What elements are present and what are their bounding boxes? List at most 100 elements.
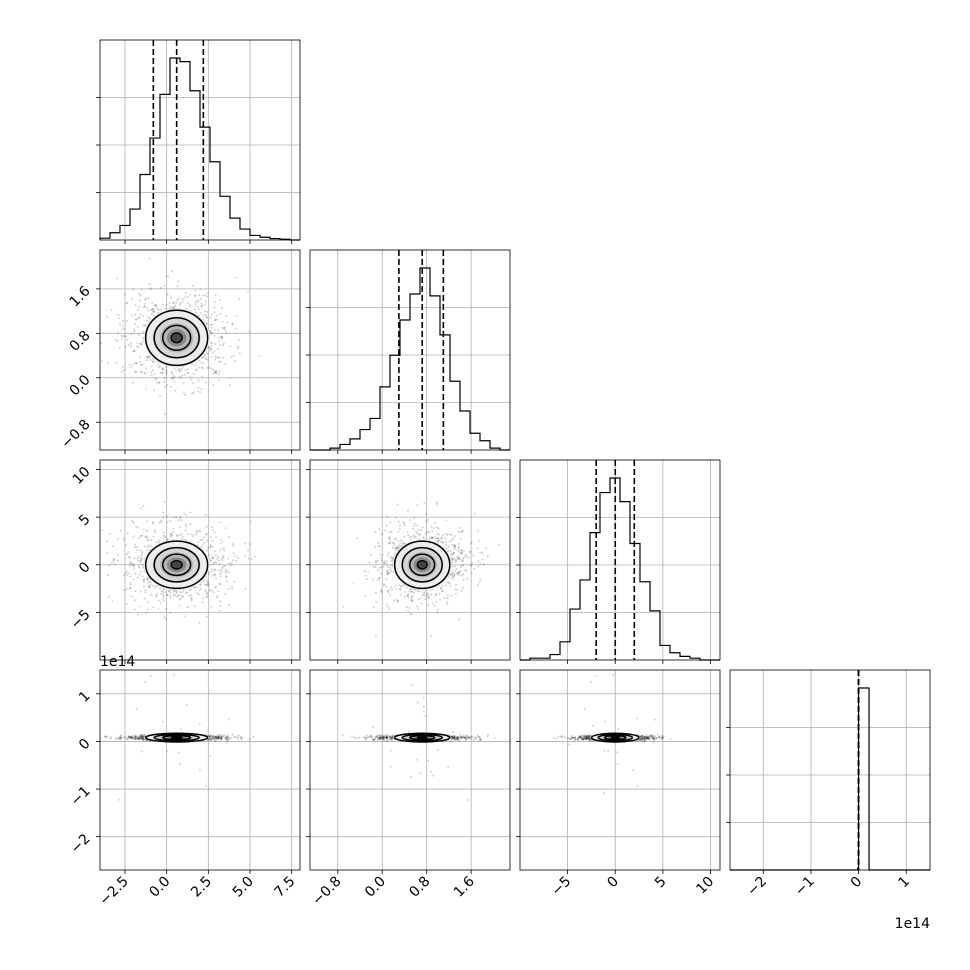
sample-point <box>467 735 470 738</box>
sample-point <box>468 550 471 553</box>
sample-point <box>194 303 197 306</box>
sample-point <box>460 552 463 555</box>
sample-point <box>436 526 439 529</box>
sample-point <box>184 307 187 310</box>
sample-point <box>112 560 115 563</box>
sample-point <box>179 302 182 305</box>
sample-point <box>498 543 501 546</box>
sample-point <box>133 608 136 611</box>
sample-point <box>381 559 384 562</box>
sample-point <box>214 356 217 359</box>
sample-point <box>437 527 440 530</box>
sample-point <box>584 737 587 740</box>
sample-point <box>586 735 589 738</box>
sample-point <box>119 529 122 532</box>
sample-point <box>244 542 247 545</box>
sample-point <box>132 737 135 740</box>
sample-point <box>410 597 413 600</box>
sample-point <box>204 357 207 360</box>
sample-point <box>218 736 221 739</box>
sample-point <box>438 539 441 542</box>
sample-point <box>583 734 586 737</box>
sample-point <box>144 324 147 327</box>
sample-point <box>462 586 465 589</box>
sample-point <box>205 583 208 586</box>
sample-point <box>425 513 428 516</box>
sample-point <box>461 564 464 567</box>
sample-point <box>205 300 208 303</box>
sample-point <box>198 366 201 369</box>
sample-point <box>460 552 463 555</box>
sample-point <box>462 734 465 737</box>
x-tick-label: 0.8 <box>406 874 433 901</box>
sample-point <box>123 736 126 739</box>
sample-point <box>197 593 200 596</box>
sample-point <box>194 605 197 608</box>
sample-point <box>143 306 146 309</box>
sample-point <box>485 547 488 550</box>
sample-point <box>413 522 416 525</box>
sample-point <box>132 350 135 353</box>
sample-point <box>586 737 589 740</box>
y-tick-label: 1 <box>76 688 94 706</box>
sample-point <box>130 345 133 348</box>
sample-point <box>173 306 176 309</box>
contour-line <box>144 540 209 590</box>
sample-point <box>165 594 168 597</box>
sample-point <box>109 736 112 739</box>
sample-point <box>134 322 137 325</box>
sample-point <box>580 738 583 741</box>
sample-point <box>479 737 482 740</box>
sample-point <box>423 537 426 540</box>
sample-point <box>444 537 447 540</box>
sample-point <box>137 334 140 337</box>
sample-point <box>456 738 459 741</box>
sample-point <box>213 334 216 337</box>
sample-point <box>386 591 389 594</box>
sample-point <box>460 735 463 738</box>
sample-point <box>179 368 182 371</box>
sample-point <box>150 371 153 374</box>
sample-point <box>140 736 143 739</box>
sample-point <box>413 533 416 536</box>
sample-point <box>396 547 399 550</box>
sample-point <box>396 600 399 603</box>
sample-point <box>212 383 215 386</box>
sample-point <box>379 566 382 569</box>
sample-point <box>247 290 250 293</box>
sample-point <box>186 533 189 536</box>
sample-point <box>231 585 234 588</box>
sample-point <box>126 570 129 573</box>
sample-point <box>464 737 467 740</box>
sample-point <box>134 304 137 307</box>
sample-point <box>185 291 188 294</box>
sample-point <box>432 527 435 530</box>
sample-point <box>380 572 383 575</box>
sample-point <box>460 549 463 552</box>
density-panel-r4-c3: −5 0 5 10 <box>516 669 721 899</box>
sample-point <box>457 737 460 740</box>
sample-point <box>165 303 168 306</box>
sample-point <box>487 734 490 737</box>
sample-point <box>127 736 130 739</box>
sample-point <box>389 737 392 740</box>
sample-point <box>399 524 402 527</box>
sample-point <box>134 370 137 373</box>
sample-point <box>155 378 158 381</box>
sample-point <box>141 551 144 554</box>
sample-point <box>220 737 223 740</box>
sample-point <box>195 531 198 534</box>
sample-point <box>233 735 236 738</box>
sample-point <box>205 549 208 552</box>
sample-point <box>220 735 223 738</box>
sample-point <box>164 386 167 389</box>
sample-point <box>175 590 178 593</box>
sample-point <box>210 738 213 741</box>
sample-point <box>455 567 458 570</box>
contour-line <box>170 332 183 344</box>
sample-point <box>130 737 133 740</box>
sample-point <box>387 537 390 540</box>
sample-point <box>115 361 118 364</box>
sample-point <box>142 324 145 327</box>
sample-point <box>455 573 458 576</box>
